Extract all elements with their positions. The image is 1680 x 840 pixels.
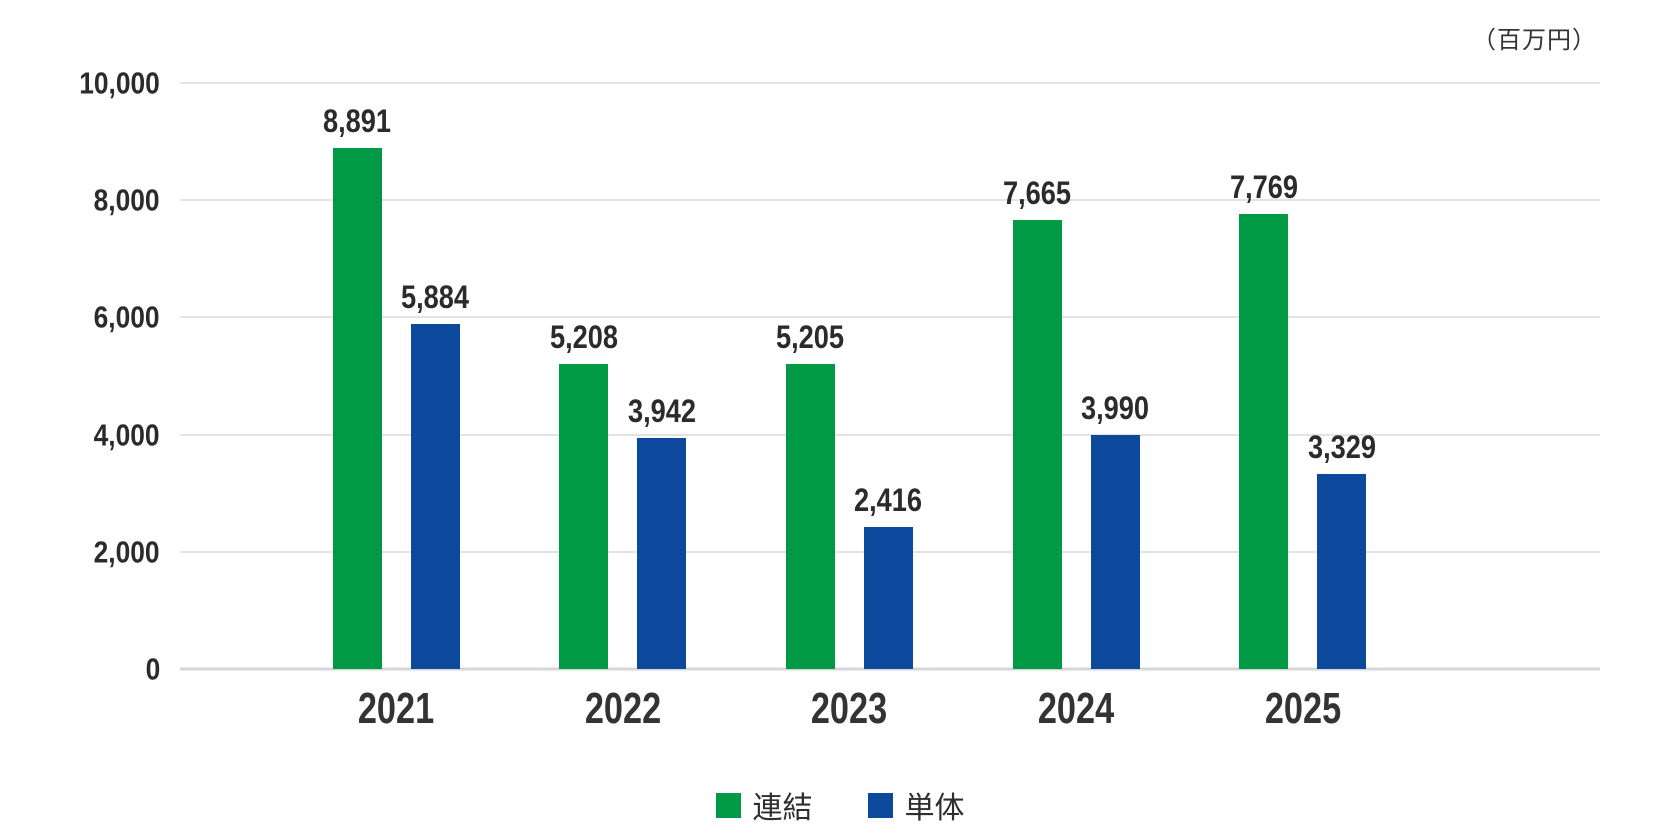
bar-groups: 8,891 5,884 2021 5,208 3,942 2022 5,205 2,416 20… xyxy=(180,83,1600,733)
y-axis-tick-label: 8,000 xyxy=(82,185,160,216)
bar-consolidated xyxy=(559,364,609,669)
bar-group: 7,665 3,990 2024 xyxy=(1003,83,1149,733)
legend: 連結 単体 xyxy=(0,783,1680,827)
y-axis-tick-label: 6,000 xyxy=(82,302,160,333)
bar-column-standalone: 3,942 xyxy=(628,83,696,669)
plot-area: 8,891 5,884 2021 5,208 3,942 2022 5,205 2,416 20… xyxy=(180,82,1600,733)
y-axis-tick-label: 0 xyxy=(143,654,160,685)
bar-consolidated xyxy=(785,364,835,669)
gridline xyxy=(180,316,1600,319)
bar-standalone xyxy=(863,527,913,669)
value-label: 5,884 xyxy=(401,279,470,315)
value-label: 3,990 xyxy=(1081,390,1150,426)
bar-consolidated xyxy=(332,148,382,669)
gridline xyxy=(180,82,1600,84)
y-axis-tick-text: 6,000 xyxy=(94,299,160,335)
bar-column-standalone: 5,884 xyxy=(401,83,469,669)
legend-item-standalone: 単体 xyxy=(867,783,965,827)
x-axis-label: 2023 xyxy=(811,684,888,733)
y-axis-tick-text: 4,000 xyxy=(94,417,160,453)
legend-label-standalone: 単体 xyxy=(904,792,965,825)
value-label: 3,942 xyxy=(627,393,696,429)
legend-swatch-consolidated xyxy=(715,792,741,818)
y-axis: 0 2,000 4,000 6,000 8,000 10,000 xyxy=(0,0,160,840)
value-label: 5,205 xyxy=(776,319,845,355)
bar-consolidated xyxy=(1012,220,1062,669)
value-label: 7,769 xyxy=(1229,169,1298,205)
bar-column-consolidated: 8,891 xyxy=(323,83,391,669)
bar-group: 7,769 3,329 2025 xyxy=(1230,83,1376,733)
gridline xyxy=(180,199,1600,202)
bar-standalone xyxy=(637,438,687,669)
x-axis-label: 2021 xyxy=(358,684,435,733)
value-label: 7,665 xyxy=(1003,175,1072,211)
y-axis-tick-text: 2,000 xyxy=(94,534,160,570)
value-label: 5,208 xyxy=(549,319,618,355)
value-label: 2,416 xyxy=(854,482,923,518)
legend-item-consolidated: 連結 xyxy=(715,783,813,827)
bar-column-standalone: 2,416 xyxy=(854,83,923,669)
x-axis-label: 2025 xyxy=(1264,684,1341,733)
y-axis-tick-text: 10,000 xyxy=(79,65,160,101)
legend-label-consolidated: 連結 xyxy=(752,792,813,825)
y-axis-tick-label: 4,000 xyxy=(82,419,160,450)
bar-group: 8,891 5,884 2021 xyxy=(323,83,469,733)
bar-column-standalone: 3,329 xyxy=(1308,83,1376,669)
value-label: 8,891 xyxy=(323,103,392,139)
bar-standalone xyxy=(410,324,460,669)
bar-column-consolidated: 7,665 xyxy=(1003,83,1071,669)
x-axis-baseline xyxy=(180,667,1600,671)
bar-consolidated xyxy=(1239,214,1289,669)
bar-column-consolidated: 5,205 xyxy=(776,83,845,669)
x-axis-label: 2022 xyxy=(584,684,662,733)
bar-column-consolidated: 5,208 xyxy=(550,83,618,669)
x-axis-label: 2024 xyxy=(1037,684,1115,733)
y-axis-tick-label: 10,000 xyxy=(65,68,160,99)
bar-standalone xyxy=(1317,474,1367,669)
y-axis-tick-text: 0 xyxy=(145,651,160,687)
bar-standalone xyxy=(1090,435,1140,669)
bar-group: 5,205 2,416 2023 xyxy=(776,83,923,733)
legend-swatch-standalone xyxy=(867,792,893,818)
bar-column-consolidated: 7,769 xyxy=(1230,83,1298,669)
y-axis-tick-text: 8,000 xyxy=(94,182,160,218)
value-label: 3,329 xyxy=(1307,429,1376,465)
bar-column-standalone: 3,990 xyxy=(1081,83,1149,669)
unit-label: （百万円） xyxy=(1472,27,1597,54)
gridline xyxy=(180,433,1600,436)
bar-group: 5,208 3,942 2022 xyxy=(550,83,696,733)
y-axis-tick-label: 2,000 xyxy=(82,536,160,567)
